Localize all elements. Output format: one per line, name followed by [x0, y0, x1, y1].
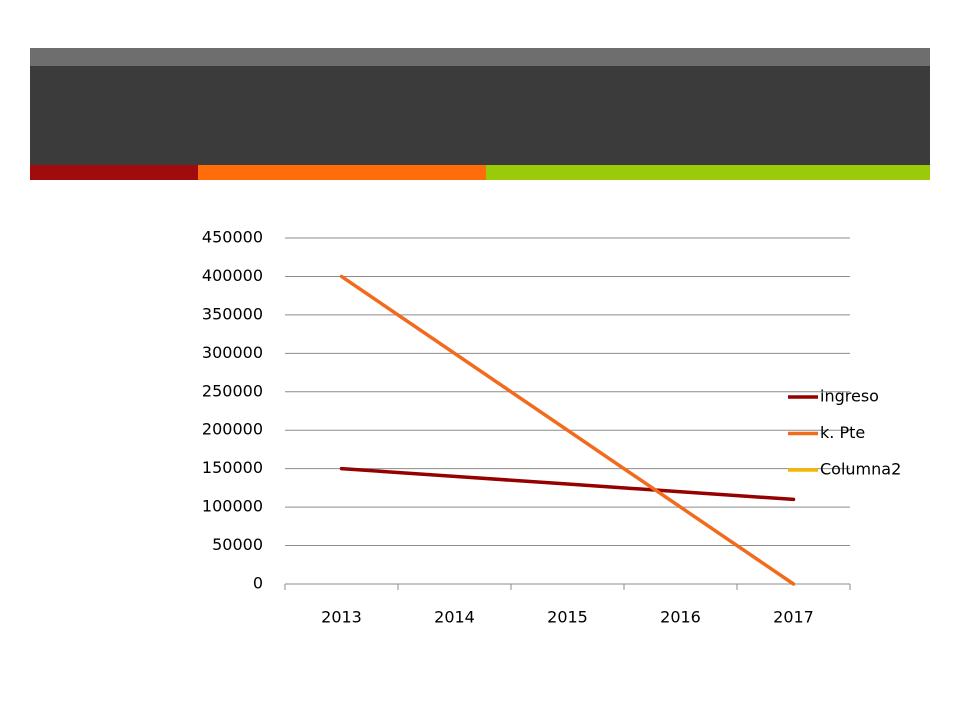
series-line [339, 274, 796, 586]
x-tick-label: 2013 [321, 608, 362, 627]
series-line [339, 466, 796, 502]
accent-orange [198, 165, 486, 180]
y-tick-label: 200000 [202, 420, 263, 439]
y-tick-label: 150000 [202, 458, 263, 477]
x-tick-label: 2017 [773, 608, 814, 627]
y-tick-label: 300000 [202, 343, 263, 362]
x-tick-label: 2015 [547, 608, 588, 627]
y-tick-label: 350000 [202, 304, 263, 323]
y-tick-label: 50000 [212, 535, 263, 554]
header-top-band [30, 48, 930, 66]
accent-green [486, 165, 930, 180]
y-tick-label: 400000 [202, 266, 263, 285]
x-tick-label: 2014 [434, 608, 475, 627]
legend-label: k. Pte [820, 423, 865, 442]
legend-label: Columna2 [820, 460, 901, 479]
y-tick-label: 250000 [202, 381, 263, 400]
y-tick-label: 450000 [202, 228, 263, 247]
header-band [30, 66, 930, 165]
y-tick-label: 100000 [202, 497, 263, 516]
accent-red [30, 165, 198, 180]
x-tick-label: 2016 [660, 608, 701, 627]
legend-label: ingreso [820, 387, 879, 406]
y-tick-label: 0 [253, 574, 263, 593]
